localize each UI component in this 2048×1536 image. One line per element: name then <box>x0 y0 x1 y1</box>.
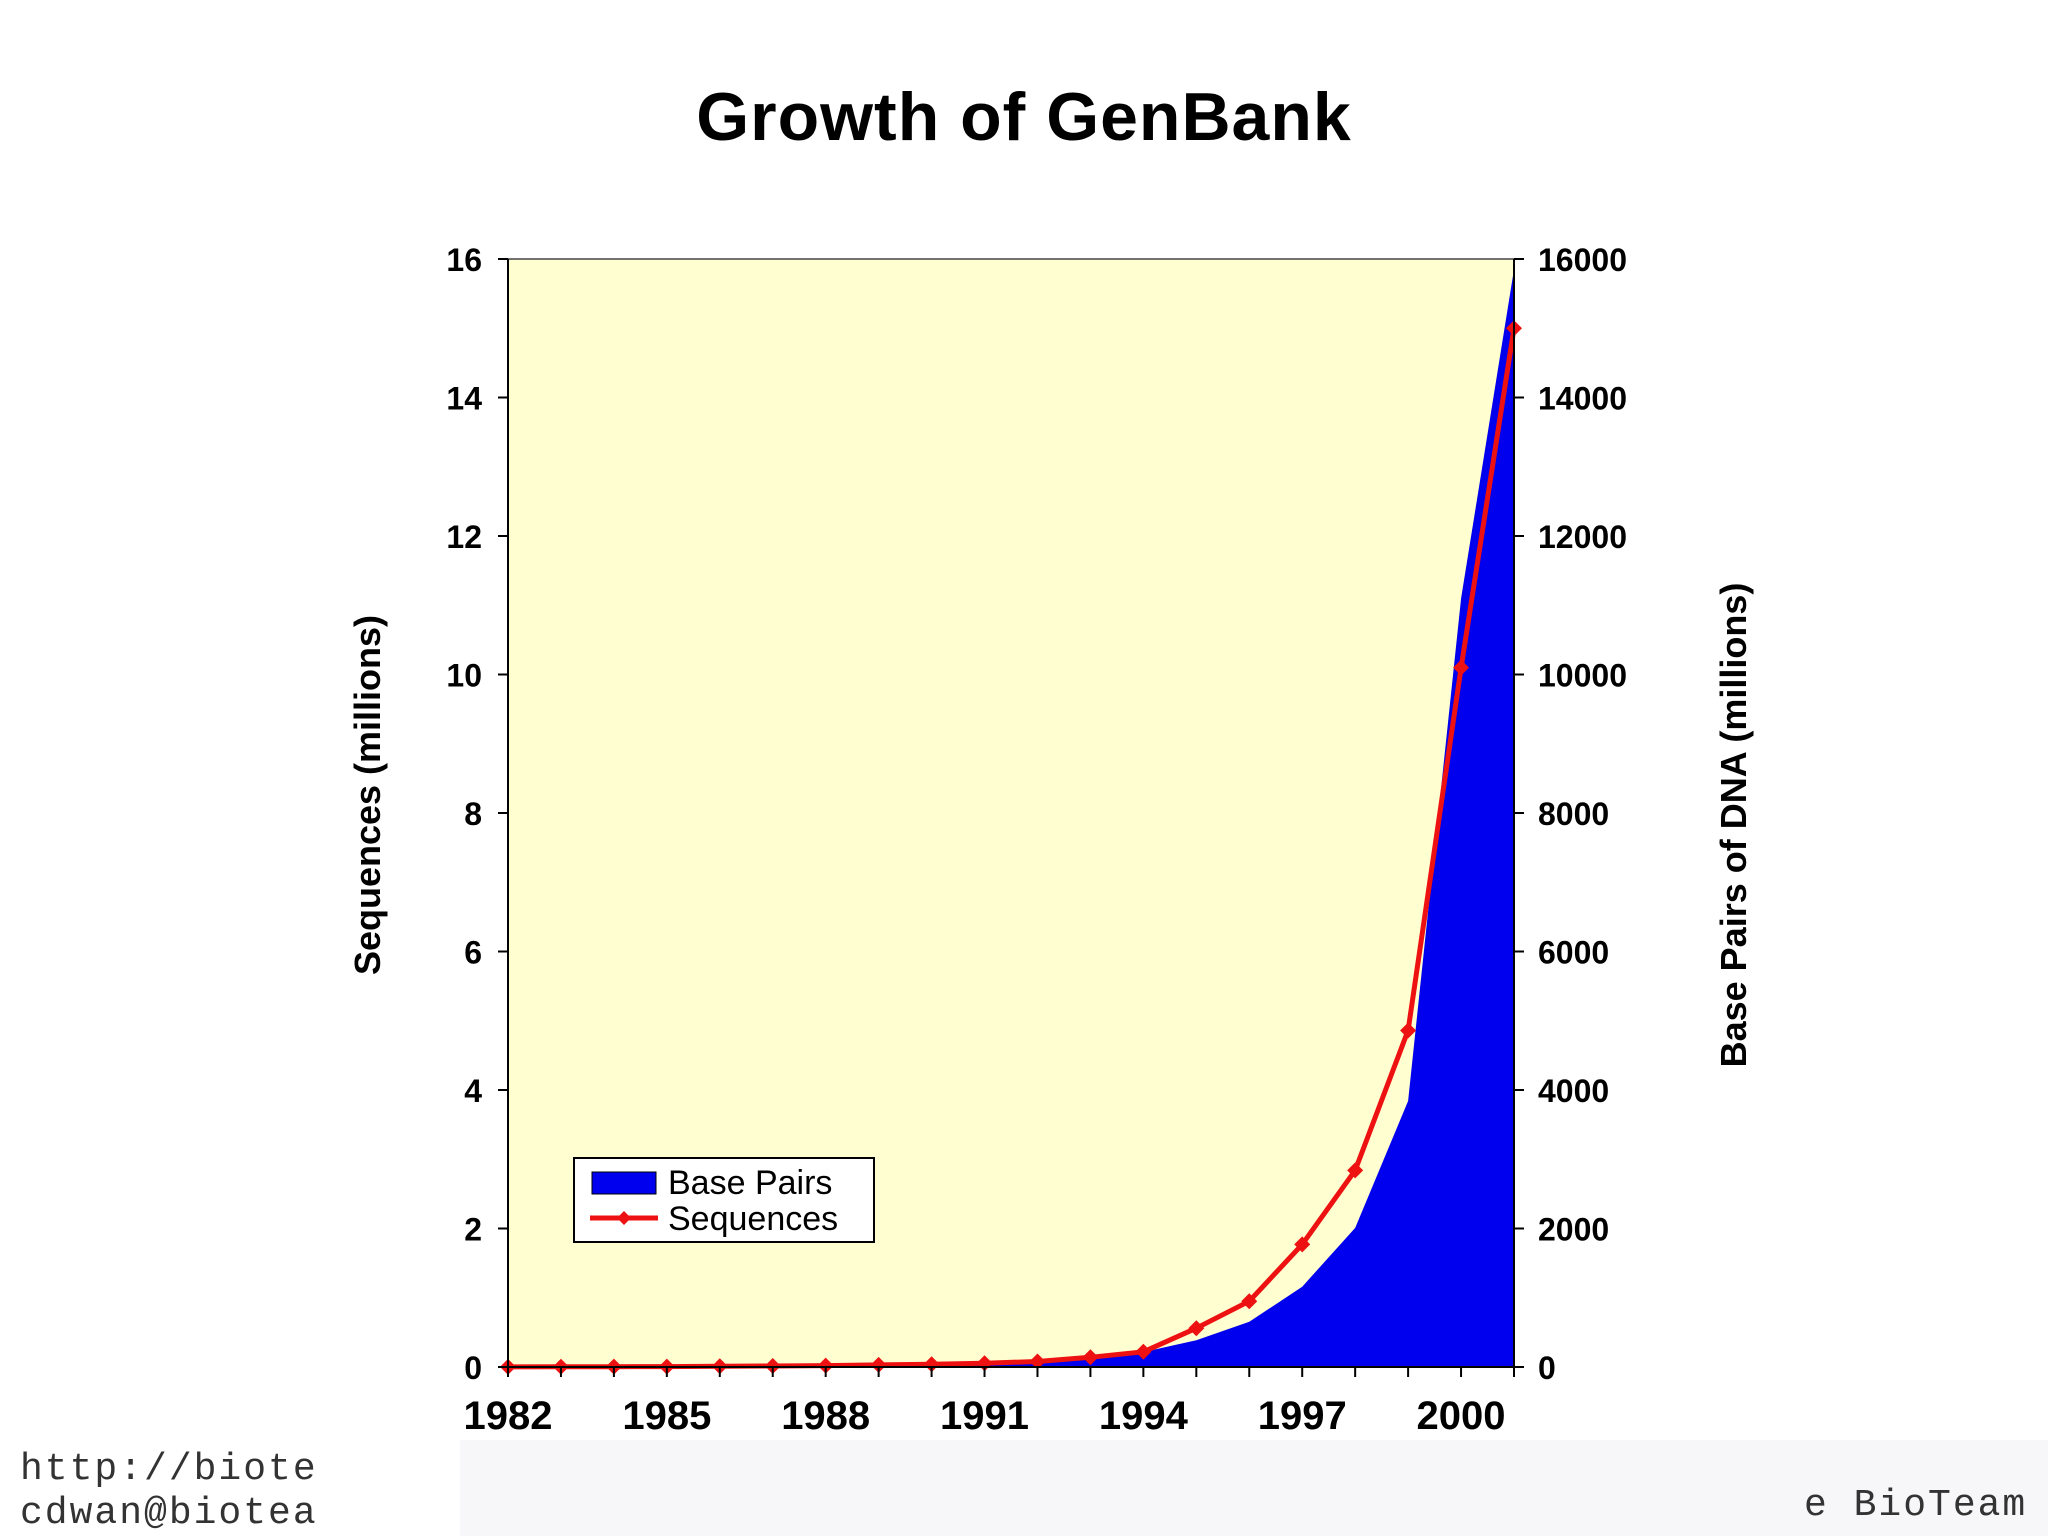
legend-label-base-pairs: Base Pairs <box>668 1164 832 1202</box>
sequences-point-1996 <box>1241 1293 1258 1310</box>
chart-title: Growth of GenBank <box>696 79 1352 155</box>
y-left-tick-label: 14 <box>446 381 482 417</box>
y-axis-label-left: Sequences (millions) <box>347 615 388 975</box>
sequences-point-1999 <box>1400 1022 1417 1039</box>
sequences-point-1987 <box>764 1357 781 1374</box>
y-left-tick-label: 12 <box>446 519 482 555</box>
y-left-tick-label: 8 <box>464 796 482 832</box>
x-tick-label: 2000 <box>1417 1394 1506 1438</box>
y-left-tick-label: 2 <box>464 1212 482 1248</box>
footer-company: e BioTeam <box>1804 1484 2028 1527</box>
y-right-tick-label: 14000 <box>1538 381 1627 417</box>
sequences-point-1998 <box>1347 1162 1364 1179</box>
y-right-tick-label: 4000 <box>1538 1073 1609 1109</box>
y-left-tick-label: 10 <box>446 658 482 694</box>
sequences-point-1989 <box>870 1356 887 1373</box>
y-axis-label-right: Base Pairs of DNA (millions) <box>1713 583 1754 1068</box>
sequences-point-1994 <box>1135 1343 1152 1360</box>
legend: Base Pairs Sequences <box>573 1157 875 1243</box>
y-right-tick-label: 10000 <box>1538 658 1627 694</box>
y-right-tick-label: 8000 <box>1538 796 1609 832</box>
y-right-tick-label: 16000 <box>1538 242 1627 278</box>
y-left-tick-label: 0 <box>464 1350 482 1386</box>
x-tick-label: 1988 <box>781 1394 870 1438</box>
y-left-tick-label: 4 <box>464 1073 482 1109</box>
x-tick-label: 1994 <box>1099 1394 1189 1438</box>
x-tick-label: 1985 <box>622 1394 711 1438</box>
footer-email: cdwan@biotea <box>20 1492 318 1535</box>
legend-label-sequences: Sequences <box>668 1200 838 1238</box>
x-tick-label: 1991 <box>940 1394 1029 1438</box>
footer-bar <box>460 1440 2048 1536</box>
base-pairs-area <box>508 269 1514 1367</box>
y-left-tick-label: 6 <box>464 935 482 971</box>
y-right-tick-label: 2000 <box>1538 1212 1609 1248</box>
sequences-point-1997 <box>1294 1236 1311 1253</box>
x-tick-label: 1997 <box>1258 1394 1347 1438</box>
y-right-tick-label: 12000 <box>1538 519 1627 555</box>
y-right-tick-label: 6000 <box>1538 935 1609 971</box>
sequences-point-1993 <box>1082 1349 1099 1366</box>
legend-swatch-base-pairs <box>591 1171 657 1195</box>
sequences-point-1995 <box>1188 1320 1205 1337</box>
sequences-point-1990 <box>923 1356 940 1373</box>
sequences-point-1988 <box>817 1357 834 1374</box>
y-right-tick-label: 0 <box>1538 1350 1556 1386</box>
x-tick-label: 1982 <box>464 1394 553 1438</box>
sequences-point-1992 <box>1029 1353 1046 1370</box>
y-left-tick-label: 16 <box>446 242 482 278</box>
legend-swatch-sequences-marker <box>617 1211 631 1225</box>
sequences-point-2000 <box>1453 659 1470 676</box>
footer-url: http://biote <box>20 1448 318 1491</box>
